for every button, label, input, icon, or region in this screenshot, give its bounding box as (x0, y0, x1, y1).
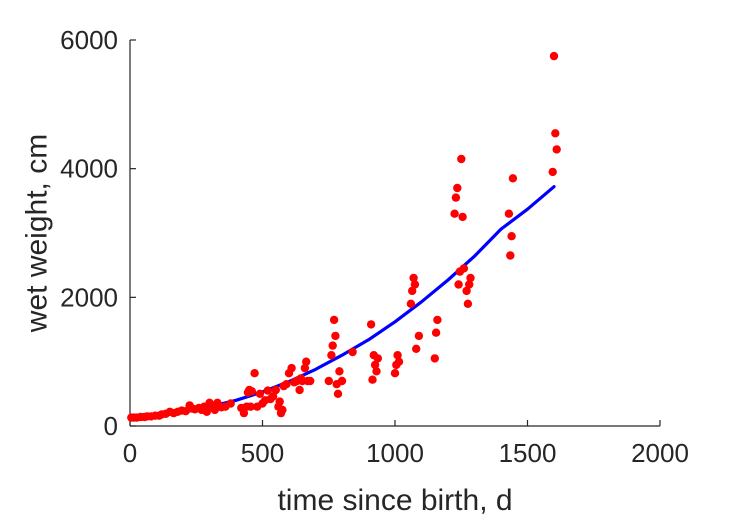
data-point (430, 354, 439, 363)
x-axis-label: time since birth, d (277, 484, 512, 517)
data-point (250, 369, 259, 378)
y-tick-label: 4000 (60, 154, 118, 184)
data-point (394, 357, 404, 366)
x-tick-label: 2000 (631, 438, 689, 468)
y-tick-label: 0 (104, 411, 118, 441)
data-point (466, 273, 475, 283)
data-point (282, 380, 291, 389)
data-point (368, 375, 377, 384)
data-point (271, 385, 280, 395)
data-point (457, 154, 466, 164)
y-axis-label: wet weight, cm (21, 134, 54, 333)
data-point (247, 387, 257, 396)
data-point (324, 376, 333, 386)
data-point (370, 360, 380, 370)
data-point (393, 351, 402, 360)
data-point (300, 363, 310, 373)
data-point (548, 167, 557, 177)
data-point (465, 280, 474, 289)
data-point (433, 315, 442, 325)
data-point (458, 212, 467, 222)
data-point (412, 344, 421, 353)
data-point (552, 145, 561, 154)
data-point (507, 232, 516, 241)
data-point (328, 341, 337, 350)
data-point (331, 331, 340, 341)
data-point (409, 273, 418, 283)
data-point (210, 405, 219, 415)
data-point (239, 408, 249, 418)
data-point (373, 354, 382, 363)
data-point (549, 51, 559, 61)
data-points (127, 51, 561, 422)
data-point (390, 369, 400, 378)
data-point (408, 286, 417, 296)
x-ticks: 0 500 1000 1500 2000 (123, 420, 689, 468)
data-point (453, 183, 462, 193)
data-point (454, 280, 463, 289)
data-point (462, 286, 471, 296)
data-point (508, 174, 518, 183)
data-point (348, 347, 357, 357)
data-point (372, 367, 381, 376)
data-point (506, 251, 515, 260)
data-point (335, 367, 344, 376)
axes: 0 500 1000 1500 2000 0 2000 4000 6000 (60, 25, 689, 468)
data-point (306, 376, 315, 386)
data-point (337, 376, 347, 386)
data-point (287, 363, 296, 373)
y-tick-label: 2000 (60, 282, 118, 312)
data-point (414, 331, 424, 341)
data-point (255, 389, 265, 398)
data-point (410, 280, 420, 289)
plot-area (127, 51, 561, 422)
data-point (327, 351, 336, 360)
data-point (263, 386, 272, 395)
x-tick-label: 0 (123, 438, 137, 468)
data-point (295, 385, 304, 395)
y-tick-label: 6000 (60, 25, 118, 55)
data-point (551, 129, 560, 138)
data-point (451, 193, 461, 202)
data-point (268, 392, 278, 401)
data-point (459, 264, 469, 273)
data-point (302, 357, 311, 366)
data-point (366, 320, 376, 329)
data-point (333, 389, 343, 398)
x-tick-label: 1000 (366, 438, 424, 468)
data-point (431, 328, 441, 337)
x-tick-label: 1500 (499, 438, 557, 468)
data-point (278, 405, 287, 415)
data-point (226, 399, 235, 408)
data-point (463, 299, 473, 308)
data-point (275, 397, 284, 406)
data-point (450, 209, 459, 218)
data-point (406, 299, 416, 308)
data-point (329, 315, 339, 325)
data-point (504, 209, 514, 218)
x-tick-label: 500 (241, 438, 284, 468)
data-point (246, 402, 255, 411)
data-point (202, 407, 211, 416)
y-ticks: 0 2000 4000 6000 (60, 25, 136, 441)
